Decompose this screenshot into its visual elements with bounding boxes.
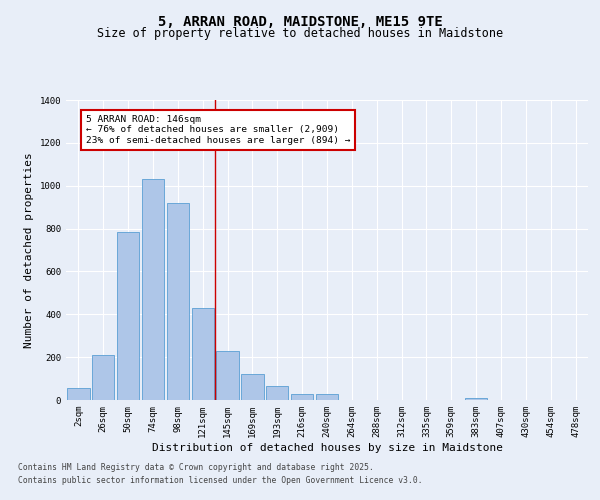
Bar — [191, 308, 214, 400]
Text: Contains public sector information licensed under the Open Government Licence v3: Contains public sector information licen… — [18, 476, 422, 485]
Bar — [316, 394, 338, 400]
Bar — [67, 388, 89, 400]
Bar — [142, 180, 164, 400]
Bar — [241, 374, 263, 400]
Text: 5, ARRAN ROAD, MAIDSTONE, ME15 9TE: 5, ARRAN ROAD, MAIDSTONE, ME15 9TE — [158, 15, 442, 29]
Bar — [92, 355, 115, 400]
Bar — [465, 398, 487, 400]
Bar — [167, 203, 189, 400]
Bar — [117, 232, 139, 400]
Text: Contains HM Land Registry data © Crown copyright and database right 2025.: Contains HM Land Registry data © Crown c… — [18, 462, 374, 471]
Y-axis label: Number of detached properties: Number of detached properties — [24, 152, 34, 348]
Text: Size of property relative to detached houses in Maidstone: Size of property relative to detached ho… — [97, 28, 503, 40]
Bar — [217, 350, 239, 400]
X-axis label: Distribution of detached houses by size in Maidstone: Distribution of detached houses by size … — [151, 442, 503, 452]
Text: 5 ARRAN ROAD: 146sqm
← 76% of detached houses are smaller (2,909)
23% of semi-de: 5 ARRAN ROAD: 146sqm ← 76% of detached h… — [86, 115, 350, 145]
Bar — [291, 394, 313, 400]
Bar — [266, 386, 289, 400]
